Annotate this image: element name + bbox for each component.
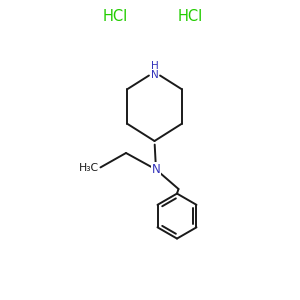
Text: HCl: HCl	[178, 9, 203, 24]
Text: N: N	[152, 163, 160, 176]
Text: H
N: H N	[151, 61, 158, 80]
Text: HCl: HCl	[103, 9, 128, 24]
Text: H₃C: H₃C	[79, 163, 99, 173]
